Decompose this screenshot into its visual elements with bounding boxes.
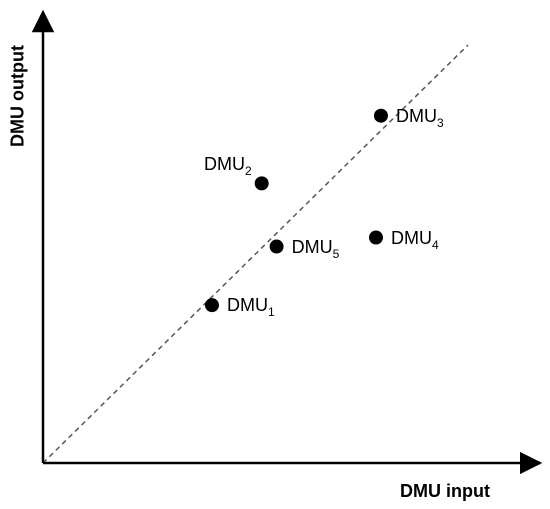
y-axis-title: DMU output xyxy=(7,45,28,147)
dmu-point-4 xyxy=(368,230,383,245)
dmu-points xyxy=(204,108,388,313)
dmu-label-4: DMU4 xyxy=(390,227,439,252)
dmu-label-3: DMU3 xyxy=(395,105,444,130)
frontier-line xyxy=(42,44,469,464)
dmu-point-5 xyxy=(269,239,284,254)
dmu-label-2: DMU2 xyxy=(203,154,252,179)
dmu-point-3 xyxy=(373,108,388,123)
dmu-label-1: DMU1 xyxy=(226,295,275,320)
dmu-point-1 xyxy=(204,298,219,313)
x-axis-title: DMU input xyxy=(400,481,490,501)
dmu-point-2 xyxy=(254,176,269,191)
dmu-label-5: DMU5 xyxy=(291,236,340,261)
